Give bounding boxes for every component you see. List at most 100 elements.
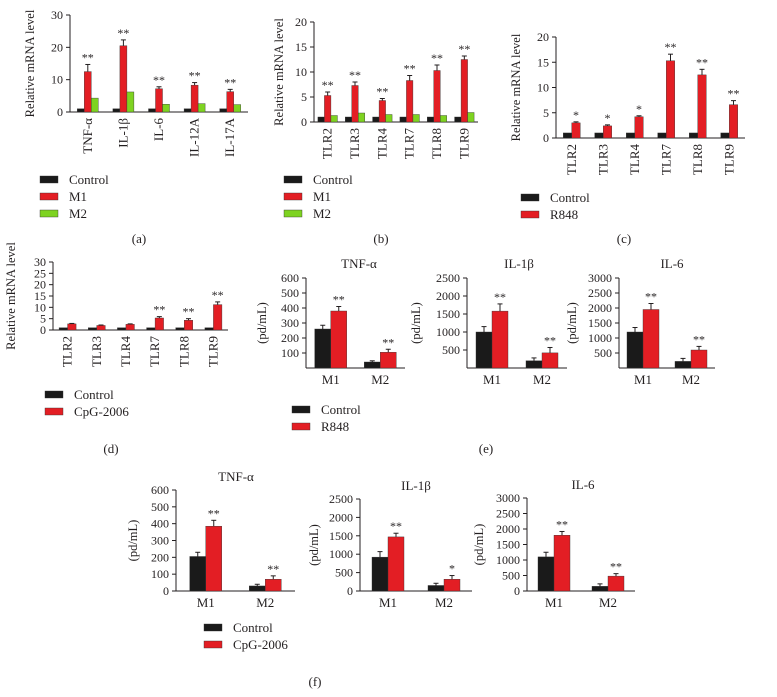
significance-marker: ** xyxy=(458,42,470,56)
y-tick-label: 2000 xyxy=(496,522,520,536)
bar-r848-1 xyxy=(541,352,559,369)
x-tick-label: TLR7 xyxy=(402,128,417,160)
bar-m2-1 xyxy=(126,91,135,113)
bar-r848-0 xyxy=(571,122,581,139)
significance-marker: ** xyxy=(224,75,236,89)
bar-control-0 xyxy=(537,556,555,592)
x-tick-label: TLR9 xyxy=(456,128,471,159)
y-tick-label: 0 xyxy=(514,584,520,598)
bar-control-1 xyxy=(591,586,609,592)
x-tick-label: IL-6 xyxy=(151,118,166,142)
y-tick-label: 15 xyxy=(34,289,46,303)
bar-control-1 xyxy=(249,585,266,592)
x-tick-label: IL-12A xyxy=(187,117,202,157)
bar-m2-2 xyxy=(385,114,393,123)
significance-marker: ** xyxy=(349,68,361,82)
x-tick-label: M1 xyxy=(322,372,340,387)
bar-cpg-2006-0 xyxy=(67,323,77,331)
bar-r848-0 xyxy=(491,310,509,369)
y-tick-label: 10 xyxy=(34,300,46,314)
bar-control-2 xyxy=(372,116,380,123)
x-tick-label: TLR2 xyxy=(564,144,579,175)
significance-marker: ** xyxy=(333,293,345,307)
legend-label: M2 xyxy=(69,206,87,221)
x-tick-label: TLR3 xyxy=(595,144,610,175)
bar-r848-5 xyxy=(729,104,738,139)
bar-r848-1 xyxy=(603,125,612,139)
y-axis-label: (pd/mL) xyxy=(565,302,579,344)
y-tick-label: 2500 xyxy=(329,492,353,506)
x-tick-label: TLR9 xyxy=(205,336,220,367)
chart-b: 0 5 10 15 20 Relative mRNA level ** TLR2 ** TLR3 *… xyxy=(272,15,478,246)
y-tick-label: 500 xyxy=(335,566,353,580)
legend-swatch xyxy=(283,192,303,201)
y-tick-label: 3000 xyxy=(496,491,520,505)
bar-control-2 xyxy=(117,327,127,331)
chart-title: TNF-α xyxy=(341,256,377,271)
bar-cpg-2006-1 xyxy=(265,579,282,592)
bar-control-0 xyxy=(371,556,389,592)
y-tick-label: 0 xyxy=(57,105,63,119)
y-tick-label: 1500 xyxy=(329,529,353,543)
bar-m1-4 xyxy=(433,70,441,123)
significance-marker: ** xyxy=(693,332,705,346)
bar-control-1 xyxy=(364,361,381,369)
significance-marker: ** xyxy=(404,62,416,76)
bar-cpg-2006-1 xyxy=(443,579,461,592)
bar-m2-0 xyxy=(91,97,99,113)
x-tick-label: M2 xyxy=(682,372,700,387)
bar-cpg-2006-0 xyxy=(387,536,405,592)
bar-m1-2 xyxy=(155,88,163,113)
y-tick-label: 1000 xyxy=(329,547,353,561)
y-tick-label: 0 xyxy=(40,323,46,337)
significance-marker: ** xyxy=(376,85,388,99)
legend-label: M1 xyxy=(313,189,331,204)
y-tick-label: 20 xyxy=(34,278,46,292)
bar-control-1 xyxy=(525,360,543,369)
bar-r848-1 xyxy=(690,349,708,369)
bar-cpg-2006-5 xyxy=(213,304,223,331)
y-tick-label: 500 xyxy=(151,500,169,514)
bar-control-5 xyxy=(720,132,730,139)
bar-cpg-2006-4 xyxy=(184,320,193,331)
legend-swatch xyxy=(203,640,223,649)
significance-marker: * xyxy=(636,102,642,116)
x-tick-label: M2 xyxy=(435,595,453,610)
x-tick-label: TLR8 xyxy=(690,144,705,175)
y-tick-label: 20 xyxy=(51,40,63,54)
x-tick-label: TLR3 xyxy=(347,128,362,159)
y-tick-label: 10 xyxy=(295,65,307,79)
significance-marker: ** xyxy=(728,87,740,101)
chart-f1: 0 100 200 300 400 500 600 (pd/mL) TNF-α ** M1 ** M2 xyxy=(126,469,295,610)
y-tick-label: 30 xyxy=(34,255,46,269)
legend-swatch xyxy=(291,422,311,431)
significance-marker: ** xyxy=(322,78,334,92)
bar-m1-5 xyxy=(460,59,468,123)
x-tick-label: TLR7 xyxy=(147,336,162,368)
y-tick-label: 1500 xyxy=(436,307,460,321)
y-tick-label: 1500 xyxy=(496,538,520,552)
bar-cpg-2006-0 xyxy=(205,525,222,592)
bar-m2-3 xyxy=(412,114,420,123)
bar-control-1 xyxy=(112,108,121,113)
y-tick-label: 400 xyxy=(281,301,299,315)
legend-label: CpG-2006 xyxy=(74,404,129,419)
x-tick-label: M1 xyxy=(379,595,397,610)
bar-control-0 xyxy=(475,331,493,369)
bar-control-0 xyxy=(626,331,644,369)
y-tick-label: 1500 xyxy=(588,316,612,330)
x-tick-label: TLR8 xyxy=(176,336,191,367)
chart-e3: 50010001500200025003000(pd/mL)IL-6**M1**… xyxy=(291,256,715,456)
legend-label: R848 xyxy=(550,207,578,222)
bar-cpg-2006-3 xyxy=(154,317,164,331)
y-tick-label: 0 xyxy=(543,131,549,145)
bar-m1-4 xyxy=(226,91,234,113)
bar-control-5 xyxy=(454,116,462,123)
panel-label: (e) xyxy=(479,441,493,456)
legend-label: Control xyxy=(233,620,273,635)
bar-control-1 xyxy=(88,327,97,331)
y-tick-label: 600 xyxy=(151,483,169,497)
legend-swatch xyxy=(203,623,223,632)
